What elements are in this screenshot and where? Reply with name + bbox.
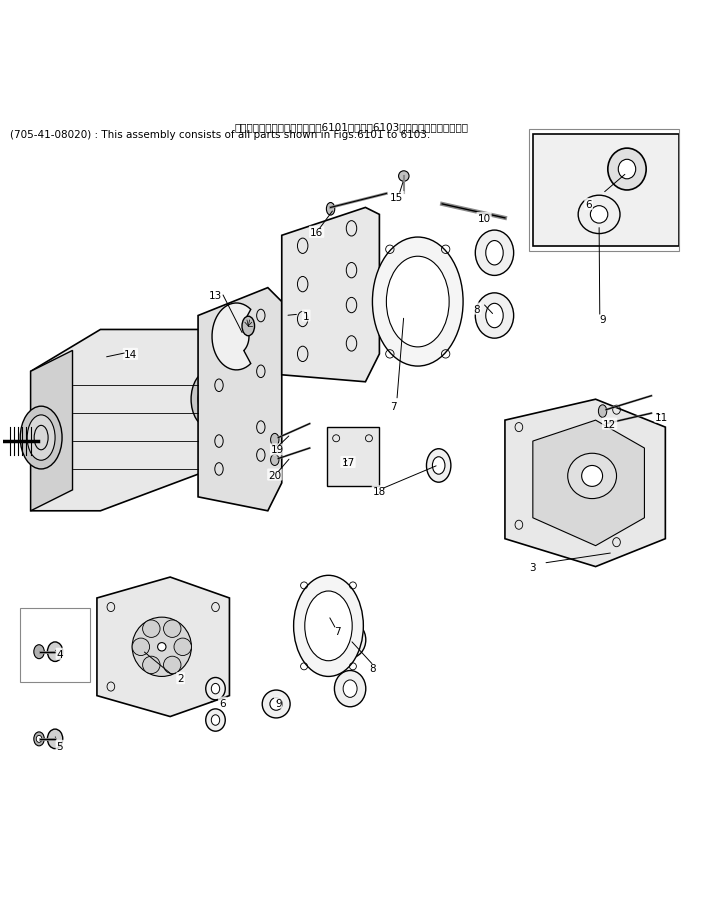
Text: 7: 7 bbox=[334, 626, 341, 636]
Ellipse shape bbox=[206, 709, 225, 732]
Ellipse shape bbox=[270, 698, 283, 711]
Bar bbox=[327, 427, 380, 486]
Ellipse shape bbox=[568, 454, 617, 499]
Ellipse shape bbox=[475, 230, 514, 276]
Ellipse shape bbox=[191, 372, 226, 427]
Ellipse shape bbox=[294, 576, 363, 677]
Polygon shape bbox=[212, 303, 251, 371]
Text: 17: 17 bbox=[342, 457, 354, 467]
Ellipse shape bbox=[27, 415, 55, 461]
Text: 4: 4 bbox=[57, 649, 63, 659]
Text: 7: 7 bbox=[390, 402, 396, 412]
Ellipse shape bbox=[475, 293, 514, 339]
Polygon shape bbox=[505, 400, 665, 567]
Bar bbox=[529, 130, 679, 252]
Ellipse shape bbox=[143, 657, 160, 674]
Ellipse shape bbox=[206, 678, 225, 700]
Ellipse shape bbox=[486, 241, 503, 266]
Ellipse shape bbox=[335, 670, 366, 707]
Ellipse shape bbox=[164, 620, 181, 638]
Ellipse shape bbox=[326, 203, 335, 216]
Ellipse shape bbox=[198, 381, 219, 419]
Ellipse shape bbox=[157, 643, 166, 651]
Text: 11: 11 bbox=[655, 412, 669, 422]
Ellipse shape bbox=[34, 645, 44, 659]
Polygon shape bbox=[31, 351, 72, 511]
Text: 10: 10 bbox=[477, 214, 491, 223]
Ellipse shape bbox=[387, 257, 449, 347]
Text: このアセンブリの構成部品は第6101図から第6103図の部品まで含みます。: このアセンブリの構成部品は第6101図から第6103図の部品まで含みます。 bbox=[235, 122, 468, 132]
Text: 8: 8 bbox=[474, 304, 480, 314]
Text: 6: 6 bbox=[219, 698, 226, 708]
Ellipse shape bbox=[399, 171, 409, 182]
Text: 12: 12 bbox=[603, 419, 616, 429]
Ellipse shape bbox=[47, 642, 63, 661]
Ellipse shape bbox=[618, 160, 636, 179]
Text: 6: 6 bbox=[586, 200, 592, 210]
Ellipse shape bbox=[164, 657, 181, 674]
Ellipse shape bbox=[34, 732, 44, 746]
Polygon shape bbox=[31, 330, 212, 511]
Text: 13: 13 bbox=[209, 291, 222, 301]
Text: 5: 5 bbox=[57, 741, 63, 751]
Ellipse shape bbox=[132, 639, 150, 656]
Ellipse shape bbox=[427, 449, 451, 483]
Ellipse shape bbox=[20, 406, 62, 469]
Polygon shape bbox=[533, 135, 679, 247]
Ellipse shape bbox=[578, 196, 620, 234]
Ellipse shape bbox=[373, 238, 463, 366]
Polygon shape bbox=[533, 421, 645, 546]
Ellipse shape bbox=[143, 620, 160, 638]
Polygon shape bbox=[198, 288, 282, 511]
Ellipse shape bbox=[271, 434, 279, 446]
Polygon shape bbox=[282, 209, 380, 383]
Text: 19: 19 bbox=[271, 445, 284, 455]
Ellipse shape bbox=[343, 681, 357, 698]
Text: 1: 1 bbox=[303, 312, 309, 322]
Ellipse shape bbox=[37, 735, 42, 742]
Ellipse shape bbox=[262, 691, 290, 718]
Ellipse shape bbox=[335, 622, 366, 659]
Ellipse shape bbox=[486, 304, 503, 328]
Text: 8: 8 bbox=[369, 663, 375, 673]
Ellipse shape bbox=[432, 457, 445, 475]
Ellipse shape bbox=[212, 683, 219, 694]
Text: 3: 3 bbox=[529, 562, 536, 572]
Text: 18: 18 bbox=[373, 486, 386, 496]
Text: 20: 20 bbox=[269, 470, 281, 480]
Ellipse shape bbox=[174, 639, 191, 656]
Ellipse shape bbox=[242, 317, 254, 336]
Ellipse shape bbox=[598, 405, 607, 418]
Text: 16: 16 bbox=[310, 228, 323, 238]
Text: 9: 9 bbox=[275, 698, 282, 708]
Ellipse shape bbox=[591, 207, 608, 224]
Polygon shape bbox=[97, 578, 229, 717]
Ellipse shape bbox=[581, 466, 602, 486]
Ellipse shape bbox=[608, 149, 646, 190]
Bar bbox=[20, 609, 90, 682]
Ellipse shape bbox=[132, 618, 191, 677]
Text: 2: 2 bbox=[177, 673, 184, 683]
Text: (705-41-08020) : This assembly consists of all parts shown in Figs.6101 to 6103.: (705-41-08020) : This assembly consists … bbox=[10, 129, 430, 139]
Ellipse shape bbox=[212, 715, 219, 725]
Text: 9: 9 bbox=[599, 314, 606, 324]
Ellipse shape bbox=[47, 730, 63, 749]
Text: 15: 15 bbox=[390, 193, 404, 203]
Ellipse shape bbox=[305, 591, 352, 661]
Text: 14: 14 bbox=[124, 350, 137, 360]
Ellipse shape bbox=[271, 455, 279, 466]
Ellipse shape bbox=[343, 631, 357, 649]
